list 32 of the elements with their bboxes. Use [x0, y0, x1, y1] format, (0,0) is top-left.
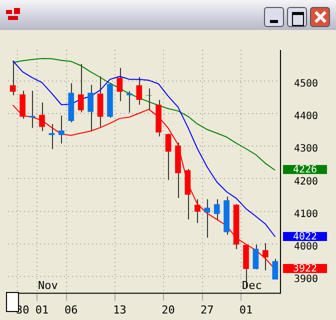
candlestick	[48, 123, 55, 150]
annotation: Nov	[38, 279, 58, 292]
y-tick-label: 3900	[294, 274, 318, 286]
x-tick-label: 01	[35, 303, 49, 316]
candlestick	[78, 64, 84, 113]
text: 4022	[292, 232, 318, 243]
y-tick-label: 4200	[294, 176, 318, 188]
x-tick-label: 20	[162, 303, 175, 316]
x-tick-label: 01	[239, 303, 253, 316]
candlestick	[272, 258, 278, 280]
candlestick	[58, 115, 64, 144]
candlestick	[88, 84, 94, 132]
y-tick-label: 4300	[294, 144, 318, 155]
candlestick	[252, 244, 259, 270]
candlestick	[126, 90, 132, 114]
y-tick-label: 4500	[294, 78, 318, 90]
y-tick-label: 4400	[294, 111, 318, 122]
y-tick-label: 4100	[294, 208, 318, 220]
candlestick	[136, 76, 142, 106]
x-tick-label: 13	[113, 303, 126, 316]
text: 3922	[292, 264, 318, 275]
candlestick	[10, 60, 16, 96]
x-tick-label: 06	[64, 303, 78, 316]
x-tick-label: 27	[200, 303, 214, 316]
candlestick	[204, 198, 210, 238]
candlestick	[194, 198, 200, 224]
candlestick	[116, 67, 123, 102]
candlestick	[165, 133, 172, 181]
annotation: Dec	[242, 279, 262, 292]
y-tick-label: 4000	[294, 242, 318, 253]
text: 4226	[292, 164, 318, 176]
candlestick	[214, 198, 220, 220]
